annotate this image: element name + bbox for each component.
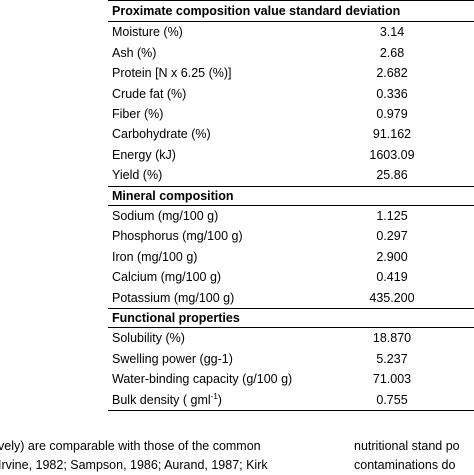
row-label: Phosphorus (mg/100 g) [112,229,243,244]
table-row: Solubility (%) 18.870 [108,328,474,348]
table-header-label: Proximate composition value standard dev… [112,3,401,18]
section-rule [108,307,474,309]
body-text-right: nutritional stand po contaminations do [354,437,460,475]
row-label: Protein [N x 6.25 (%)] [112,66,232,81]
section-rule [108,327,474,329]
section-rule [108,185,474,187]
proximate-section: Moisture (%) 3.14 Ash (%) 2.68 Protein [N … [108,22,474,185]
row-label: Ash (%) [112,45,157,60]
row-label: Solubility (%) [112,331,185,346]
table-row: Water-binding capacity (g/100 g) 71.003 [108,369,474,389]
row-value: 0.979 [376,106,408,121]
row-value: 91.162 [372,127,412,142]
row-label: Crude fat (%) [112,86,187,101]
row-value: 71.003 [372,372,412,387]
header-rule [108,21,474,23]
row-value: 1603.09 [369,147,415,162]
body-text-left: vely) are comparable with those of the c… [0,437,268,475]
table-row: Potassium (mg/100 g) 435.200 [108,288,474,308]
row-value: 0.297 [376,229,408,244]
row-value: 2.68 [379,45,405,60]
table-row: Moisture (%) 3.14 [108,22,474,42]
row-label: Yield (%) [112,168,163,183]
mineral-title-label: Mineral composition [112,188,234,203]
row-label: Carbohydrate (%) [112,127,211,142]
table-row: Bulk density ( gml-1) 0.755 [108,390,474,410]
row-label: Bulk density ( gml-1) [108,393,338,407]
table-row: Sodium (mg/100 g) 1.125 [108,206,474,226]
bulk-density-label: Bulk density ( gml [112,393,211,408]
row-label: Swelling power (gg-1) [112,351,233,366]
row-label: Water-binding capacity (g/100 g) [112,372,293,387]
table-bottom-rule [108,410,474,412]
mineral-section-title: Mineral composition [108,187,474,206]
row-value: 0.336 [376,86,408,101]
functional-section-title: Functional properties [108,309,474,328]
row-value: 1.125 [376,208,408,223]
functional-section: Solubility (%) 18.870 Swelling power (gg-… [108,328,474,410]
text-line: vely) are comparable with those of the c… [0,439,261,453]
table-row: Fiber (%) 0.979 [108,104,474,124]
table-row: Iron (mg/100 g) 2.900 [108,247,474,267]
functional-title-label: Functional properties [112,310,240,325]
table-row: Energy (kJ) 1603.09 [108,145,474,165]
table-top-rule [108,0,474,1]
section-rule [108,205,474,207]
text-line: contaminations do [354,458,456,472]
row-value: 2.682 [376,66,408,81]
table-row: Calcium (mg/100 g) 0.419 [108,267,474,287]
row-value: 2.900 [376,249,408,264]
row-value: 3.14 [379,25,405,40]
row-value: 18.870 [372,331,412,346]
row-label: Fiber (%) [112,106,164,121]
row-label: Moisture (%) [112,25,183,40]
row-label: Potassium (mg/100 g) [112,290,235,305]
row-value: 435.200 [369,290,415,305]
table-header: Proximate composition value standard dev… [108,1,474,21]
bulk-density-label-end: ) [217,393,222,408]
row-value: 25.86 [376,168,408,183]
row-value: 0.755 [376,392,408,407]
row-label: Calcium (mg/100 g) [112,270,222,285]
composition-table: Proximate composition value standard dev… [108,0,474,412]
table-row: Crude fat (%) 0.336 [108,84,474,104]
row-value: 5.237 [376,351,408,366]
table-row: Swelling power (gg-1) 5.237 [108,349,474,369]
row-label: Energy (kJ) [112,147,176,162]
mineral-section: Sodium (mg/100 g) 1.125 Phosphorus (mg/10… [108,206,474,308]
row-label: Iron (mg/100 g) [112,249,198,264]
row-label: Sodium (mg/100 g) [112,208,219,223]
bulk-density-exponent: -1 [210,392,218,402]
table-row: Carbohydrate (%) 91.162 [108,124,474,144]
table-row: Yield (%) 25.86 [108,165,474,185]
table-row: Phosphorus (mg/100 g) 0.297 [108,226,474,246]
table-row: Protein [N x 6.25 (%)] 2.682 [108,63,474,83]
table-row: Ash (%) 2.68 [108,43,474,63]
row-value: 0.419 [376,270,408,285]
text-line: Irvine, 1982; Sampson, 1986; Aurand, 198… [0,458,268,472]
text-line: nutritional stand po [354,439,460,453]
